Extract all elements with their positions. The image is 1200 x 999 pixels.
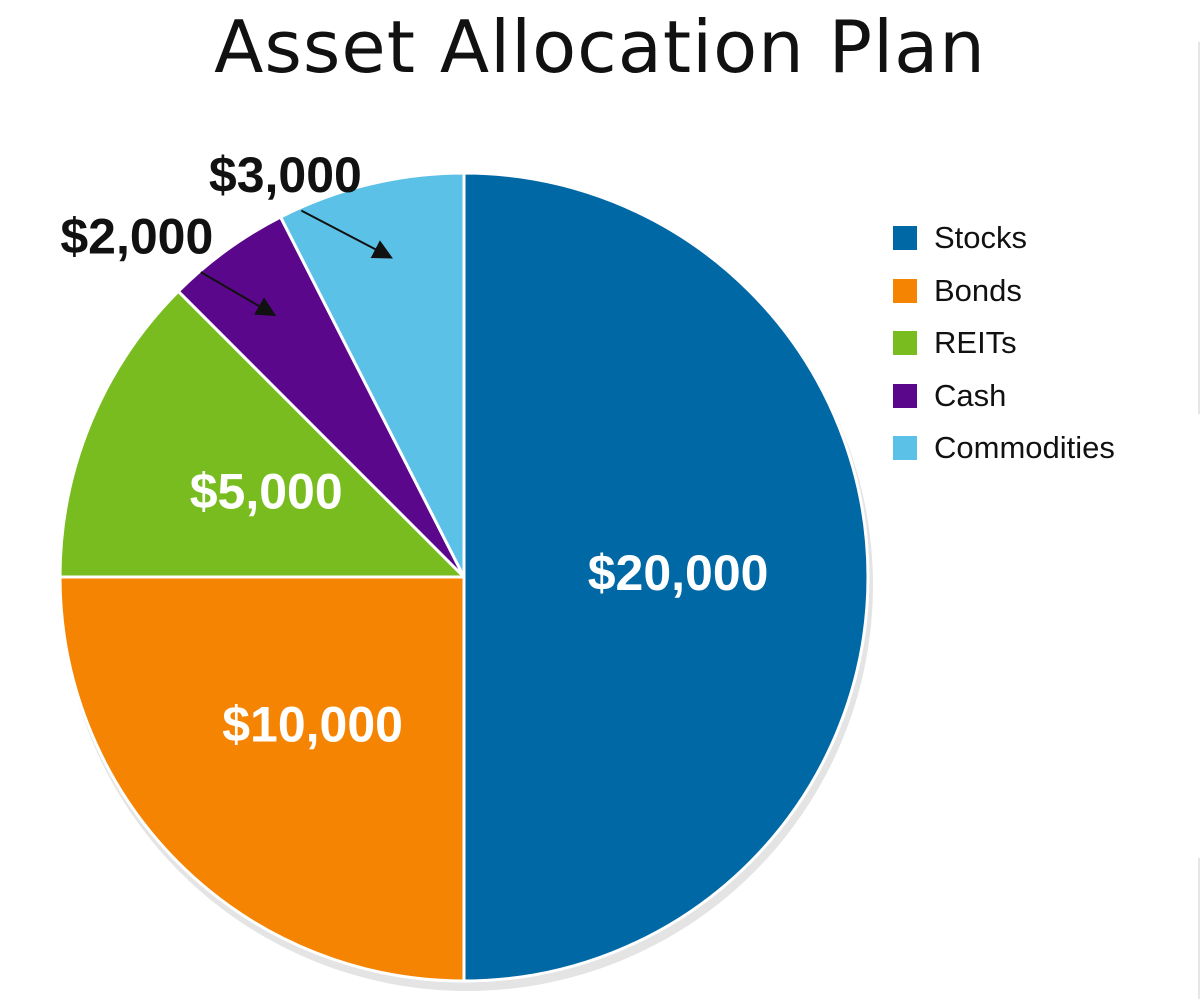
pie-slice-commodities bbox=[279, 171, 466, 579]
data-label-commodities: $3,000 bbox=[209, 147, 362, 203]
legend-item-cash: Cash bbox=[893, 370, 1115, 423]
pie-slice-bonds bbox=[58, 575, 466, 983]
legend-item-commodities: Commodities bbox=[893, 422, 1115, 475]
pie-slice-reits bbox=[58, 289, 466, 579]
legend-item-stocks: Stocks bbox=[893, 212, 1115, 265]
legend-item-reits: REITs bbox=[893, 317, 1115, 370]
pie-callouts bbox=[200, 209, 393, 317]
pie-labels: $20,000 $10,000 $5,000 $2,000$3,000 bbox=[60, 147, 768, 753]
right-edge-line bbox=[1198, 42, 1200, 414]
legend-label-stocks: Stocks bbox=[934, 220, 1028, 256]
legend-label-commodities: Commodities bbox=[934, 430, 1115, 466]
legend-label-reits: REITs bbox=[934, 325, 1017, 361]
legend-swatch-commodities bbox=[893, 436, 917, 461]
right-edge-line-lower bbox=[1198, 858, 1200, 999]
callout-arrow-commodities bbox=[300, 209, 393, 259]
data-label-stocks: $20,000 bbox=[588, 545, 769, 601]
legend-label-cash: Cash bbox=[934, 377, 1007, 413]
data-label-bonds: $10,000 bbox=[222, 697, 403, 753]
pie-slices bbox=[58, 171, 870, 983]
legend-label-bonds: Bonds bbox=[934, 272, 1022, 308]
legend-swatch-reits bbox=[893, 331, 917, 356]
legend-swatch-bonds bbox=[893, 278, 917, 303]
data-label-reits: $5,000 bbox=[190, 463, 343, 519]
chart-title: Asset Allocation Plan bbox=[214, 5, 986, 89]
data-label-cash: $2,000 bbox=[60, 208, 213, 264]
legend-item-bonds: Bonds bbox=[893, 265, 1115, 318]
callout-arrow-cash bbox=[200, 271, 277, 317]
legend-swatch-cash bbox=[893, 383, 917, 408]
pie-slice-stocks bbox=[462, 171, 870, 983]
legend: Stocks Bonds REITs Cash Commodities bbox=[893, 212, 1115, 475]
legend-swatch-stocks bbox=[893, 226, 917, 251]
